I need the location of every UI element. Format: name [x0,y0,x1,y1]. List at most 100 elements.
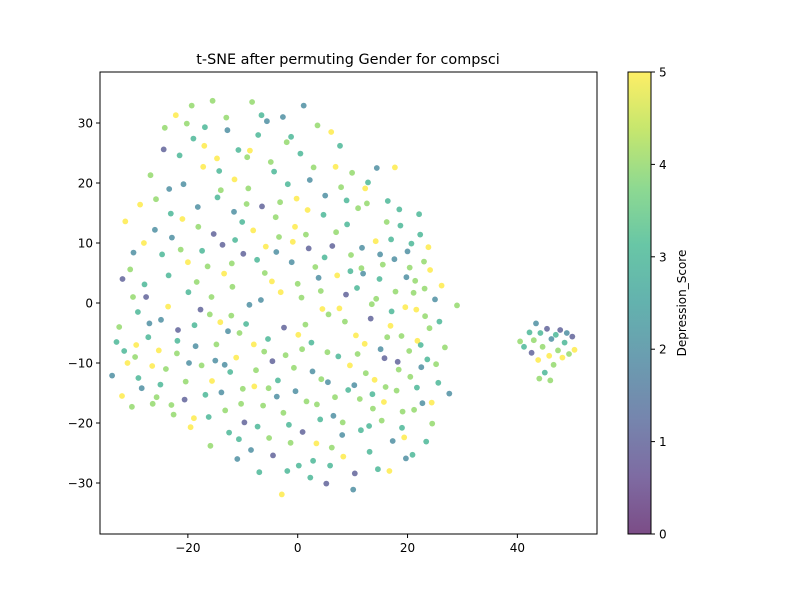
scatter-point [251,383,258,390]
scatter-point [264,118,270,125]
scatter-point [317,416,324,423]
scatter-point [354,351,361,357]
scatter-point [295,462,302,469]
scatter-point [377,251,383,258]
scatter-point [388,236,394,243]
scatter-point [212,357,219,364]
scatter-point [344,221,350,228]
scatter-point [277,199,283,206]
scatter-point [207,442,214,449]
scatter-point [226,429,233,436]
y-tick-label: 20 [78,177,93,191]
colorbar-ticks: 0 1 2 3 4 5 [651,66,667,542]
scatter-point [209,378,215,384]
scatter-point [404,248,411,255]
scatter-point [158,316,164,323]
colorbar-gradient [628,72,651,534]
scatter-point [402,304,409,311]
scatter-point [359,244,365,251]
scatter-point [272,214,279,221]
scatter-point [149,363,156,369]
scatter-point [362,370,369,377]
scatter-point [569,333,576,340]
scatter-point [347,268,354,275]
scatter-point [174,350,180,357]
scatter-point [321,254,328,261]
scatter-point [300,102,307,109]
scatter-point [375,466,381,473]
scatter-point [368,301,375,308]
scatter-point [223,114,230,121]
scatter-point [135,309,141,315]
scatter-point [228,260,235,267]
scatter-point [250,227,257,234]
scatter-point [232,237,239,243]
scatter-point [124,360,131,366]
scatter-point [163,366,169,372]
scatter-point [225,328,231,335]
scatter-point [199,247,206,254]
scatter-point [351,382,358,389]
scatter-point [303,398,310,405]
scatter-point [566,351,572,357]
scatter-point [210,231,217,237]
scatter-point [193,279,200,285]
scatter-point [206,311,213,318]
scatter-point [275,377,281,384]
scatter-point [132,354,139,360]
scatter-point [161,124,168,131]
scatter-point [305,245,312,252]
scatter-point [130,249,137,256]
scatter-point [138,385,145,392]
scatter-point [310,457,316,464]
scatter-point [233,354,240,361]
scatter-point [273,393,280,400]
scatter-point [141,281,148,288]
scatter-point [250,341,257,348]
scatter-point [147,172,154,179]
scatter-point [526,329,533,336]
scatter-point [197,306,204,313]
y-tick-label: −30 [68,477,93,491]
scatter-point [339,432,346,438]
scatter-point [384,334,391,341]
scatter-point [347,362,353,369]
scatter-point [559,354,566,361]
scatter-point [417,231,424,238]
scatter-point [265,385,272,392]
scatter-point [273,249,280,255]
scatter-point [204,263,211,270]
scatter-point [353,332,359,339]
scatter-point [183,120,190,127]
scatter-point [333,229,339,236]
scatter-point [389,438,396,444]
scatter-point [555,347,561,354]
scatter-points [109,97,578,498]
scatter-point [269,358,276,365]
scatter-point [366,448,373,455]
scatter-point [299,346,305,353]
scatter-point [179,216,186,222]
scatter-point [284,181,291,188]
scatter-point [339,419,346,426]
scatter-point [365,179,371,186]
scatter-point [446,390,453,397]
scatter-point [175,327,181,333]
scatter-point [281,324,287,331]
scatter-point [133,342,140,348]
scatter-point [293,195,300,202]
scatter-point [299,429,306,435]
y-tick-label: −20 [68,417,93,431]
scatter-point [241,419,248,426]
scatter-point [177,246,184,253]
scatter-point [361,340,368,347]
scatter-point [312,264,319,270]
scatter-point [403,455,409,462]
scatter-point [343,291,349,298]
scatter-point [336,305,343,312]
scatter-point [528,349,535,356]
scatter-point [190,135,197,142]
scatter-point [303,231,309,238]
scatter-point [411,406,417,413]
scatter-point [153,196,159,203]
